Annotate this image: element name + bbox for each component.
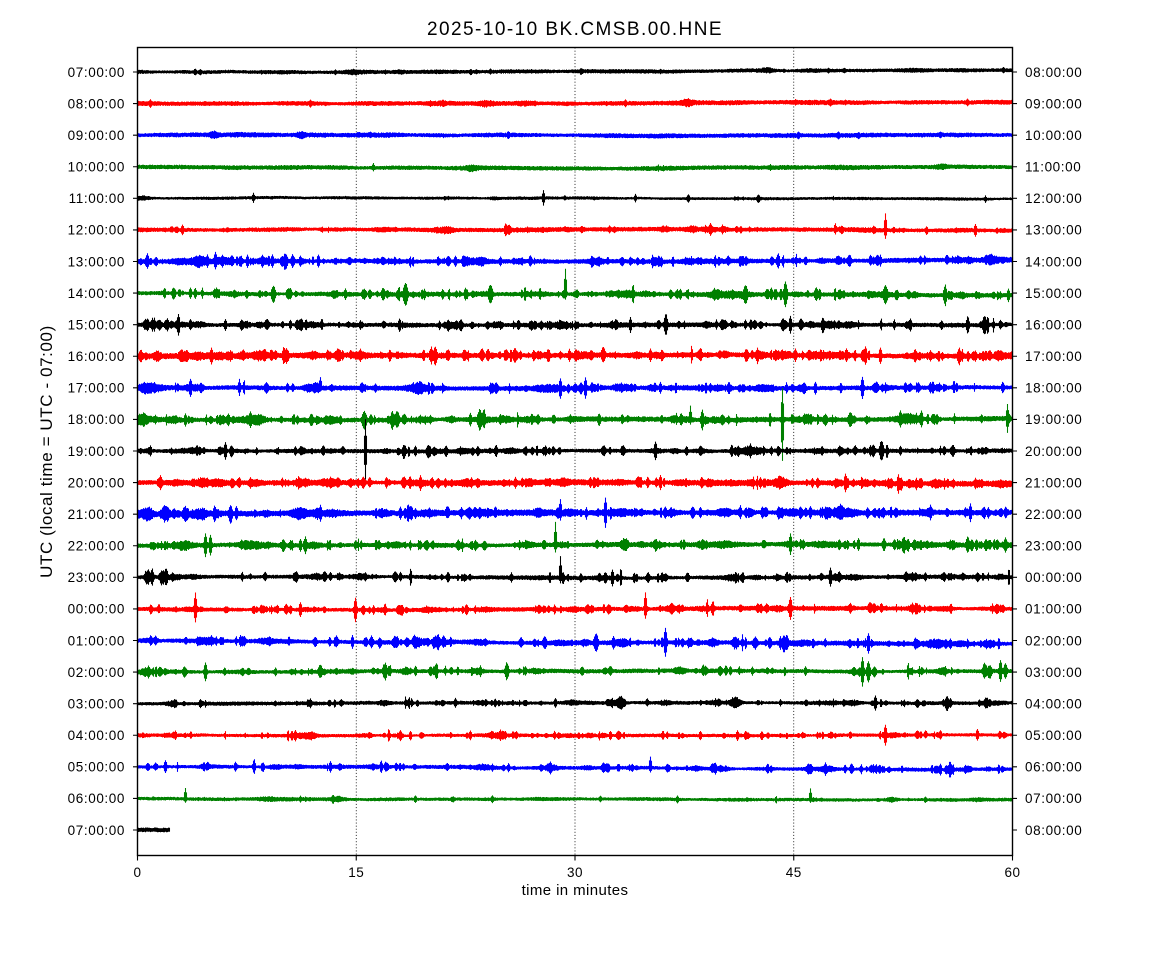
svg-text:21:00:00: 21:00:00 [68,507,125,522]
svg-text:18:00:00: 18:00:00 [1025,381,1082,396]
svg-text:06:00:00: 06:00:00 [68,791,125,806]
svg-text:17:00:00: 17:00:00 [68,381,125,396]
svg-text:01:00:00: 01:00:00 [1025,602,1082,617]
svg-text:17:00:00: 17:00:00 [1025,349,1082,364]
svg-text:11:00:00: 11:00:00 [69,191,125,206]
svg-text:01:00:00: 01:00:00 [68,633,125,648]
svg-text:18:00:00: 18:00:00 [68,412,125,427]
svg-text:13:00:00: 13:00:00 [68,254,125,269]
svg-text:45: 45 [786,865,802,880]
svg-text:08:00:00: 08:00:00 [1025,823,1082,838]
svg-text:02:00:00: 02:00:00 [68,665,125,680]
svg-text:14:00:00: 14:00:00 [68,286,125,301]
svg-text:07:00:00: 07:00:00 [68,65,125,80]
svg-text:19:00:00: 19:00:00 [68,444,125,459]
svg-text:20:00:00: 20:00:00 [1025,444,1082,459]
svg-text:16:00:00: 16:00:00 [68,349,125,364]
svg-text:05:00:00: 05:00:00 [1025,728,1082,743]
svg-text:08:00:00: 08:00:00 [68,96,125,111]
svg-text:15:00:00: 15:00:00 [1025,286,1082,301]
svg-text:16:00:00: 16:00:00 [1025,318,1082,333]
svg-text:time in minutes: time in minutes [522,882,629,899]
svg-text:02:00:00: 02:00:00 [1025,633,1082,648]
svg-text:0: 0 [133,865,141,880]
svg-text:03:00:00: 03:00:00 [1025,665,1082,680]
svg-text:09:00:00: 09:00:00 [1025,96,1082,111]
svg-text:11:00:00: 11:00:00 [1025,160,1081,175]
svg-text:12:00:00: 12:00:00 [68,223,125,238]
svg-text:07:00:00: 07:00:00 [1025,791,1082,806]
svg-text:05:00:00: 05:00:00 [68,760,125,775]
svg-text:13:00:00: 13:00:00 [1025,223,1082,238]
svg-text:15:00:00: 15:00:00 [68,318,125,333]
svg-text:06:00:00: 06:00:00 [1025,760,1082,775]
svg-text:2025-10-10 BK.CMSB.00.HNE: 2025-10-10 BK.CMSB.00.HNE [427,19,723,40]
svg-text:20:00:00: 20:00:00 [68,475,125,490]
svg-text:10:00:00: 10:00:00 [1025,128,1082,143]
svg-text:23:00:00: 23:00:00 [1025,539,1082,554]
svg-text:22:00:00: 22:00:00 [1025,507,1082,522]
svg-text:60: 60 [1004,865,1020,880]
svg-text:03:00:00: 03:00:00 [68,697,125,712]
svg-text:10:00:00: 10:00:00 [68,160,125,175]
svg-text:00:00:00: 00:00:00 [1025,570,1082,585]
svg-text:09:00:00: 09:00:00 [68,128,125,143]
svg-text:08:00:00: 08:00:00 [1025,65,1082,80]
svg-text:15: 15 [348,865,364,880]
svg-text:30: 30 [567,865,583,880]
svg-text:14:00:00: 14:00:00 [1025,254,1082,269]
svg-text:19:00:00: 19:00:00 [1025,412,1082,427]
svg-text:UTC (local time = UTC - 07:00): UTC (local time = UTC - 07:00) [37,325,56,578]
svg-text:04:00:00: 04:00:00 [68,728,125,743]
svg-text:22:00:00: 22:00:00 [68,539,125,554]
svg-text:00:00:00: 00:00:00 [68,602,125,617]
svg-text:21:00:00: 21:00:00 [1025,475,1082,490]
svg-text:04:00:00: 04:00:00 [1025,697,1082,712]
svg-text:23:00:00: 23:00:00 [68,570,125,585]
svg-text:12:00:00: 12:00:00 [1025,191,1082,206]
svg-text:07:00:00: 07:00:00 [68,823,125,838]
